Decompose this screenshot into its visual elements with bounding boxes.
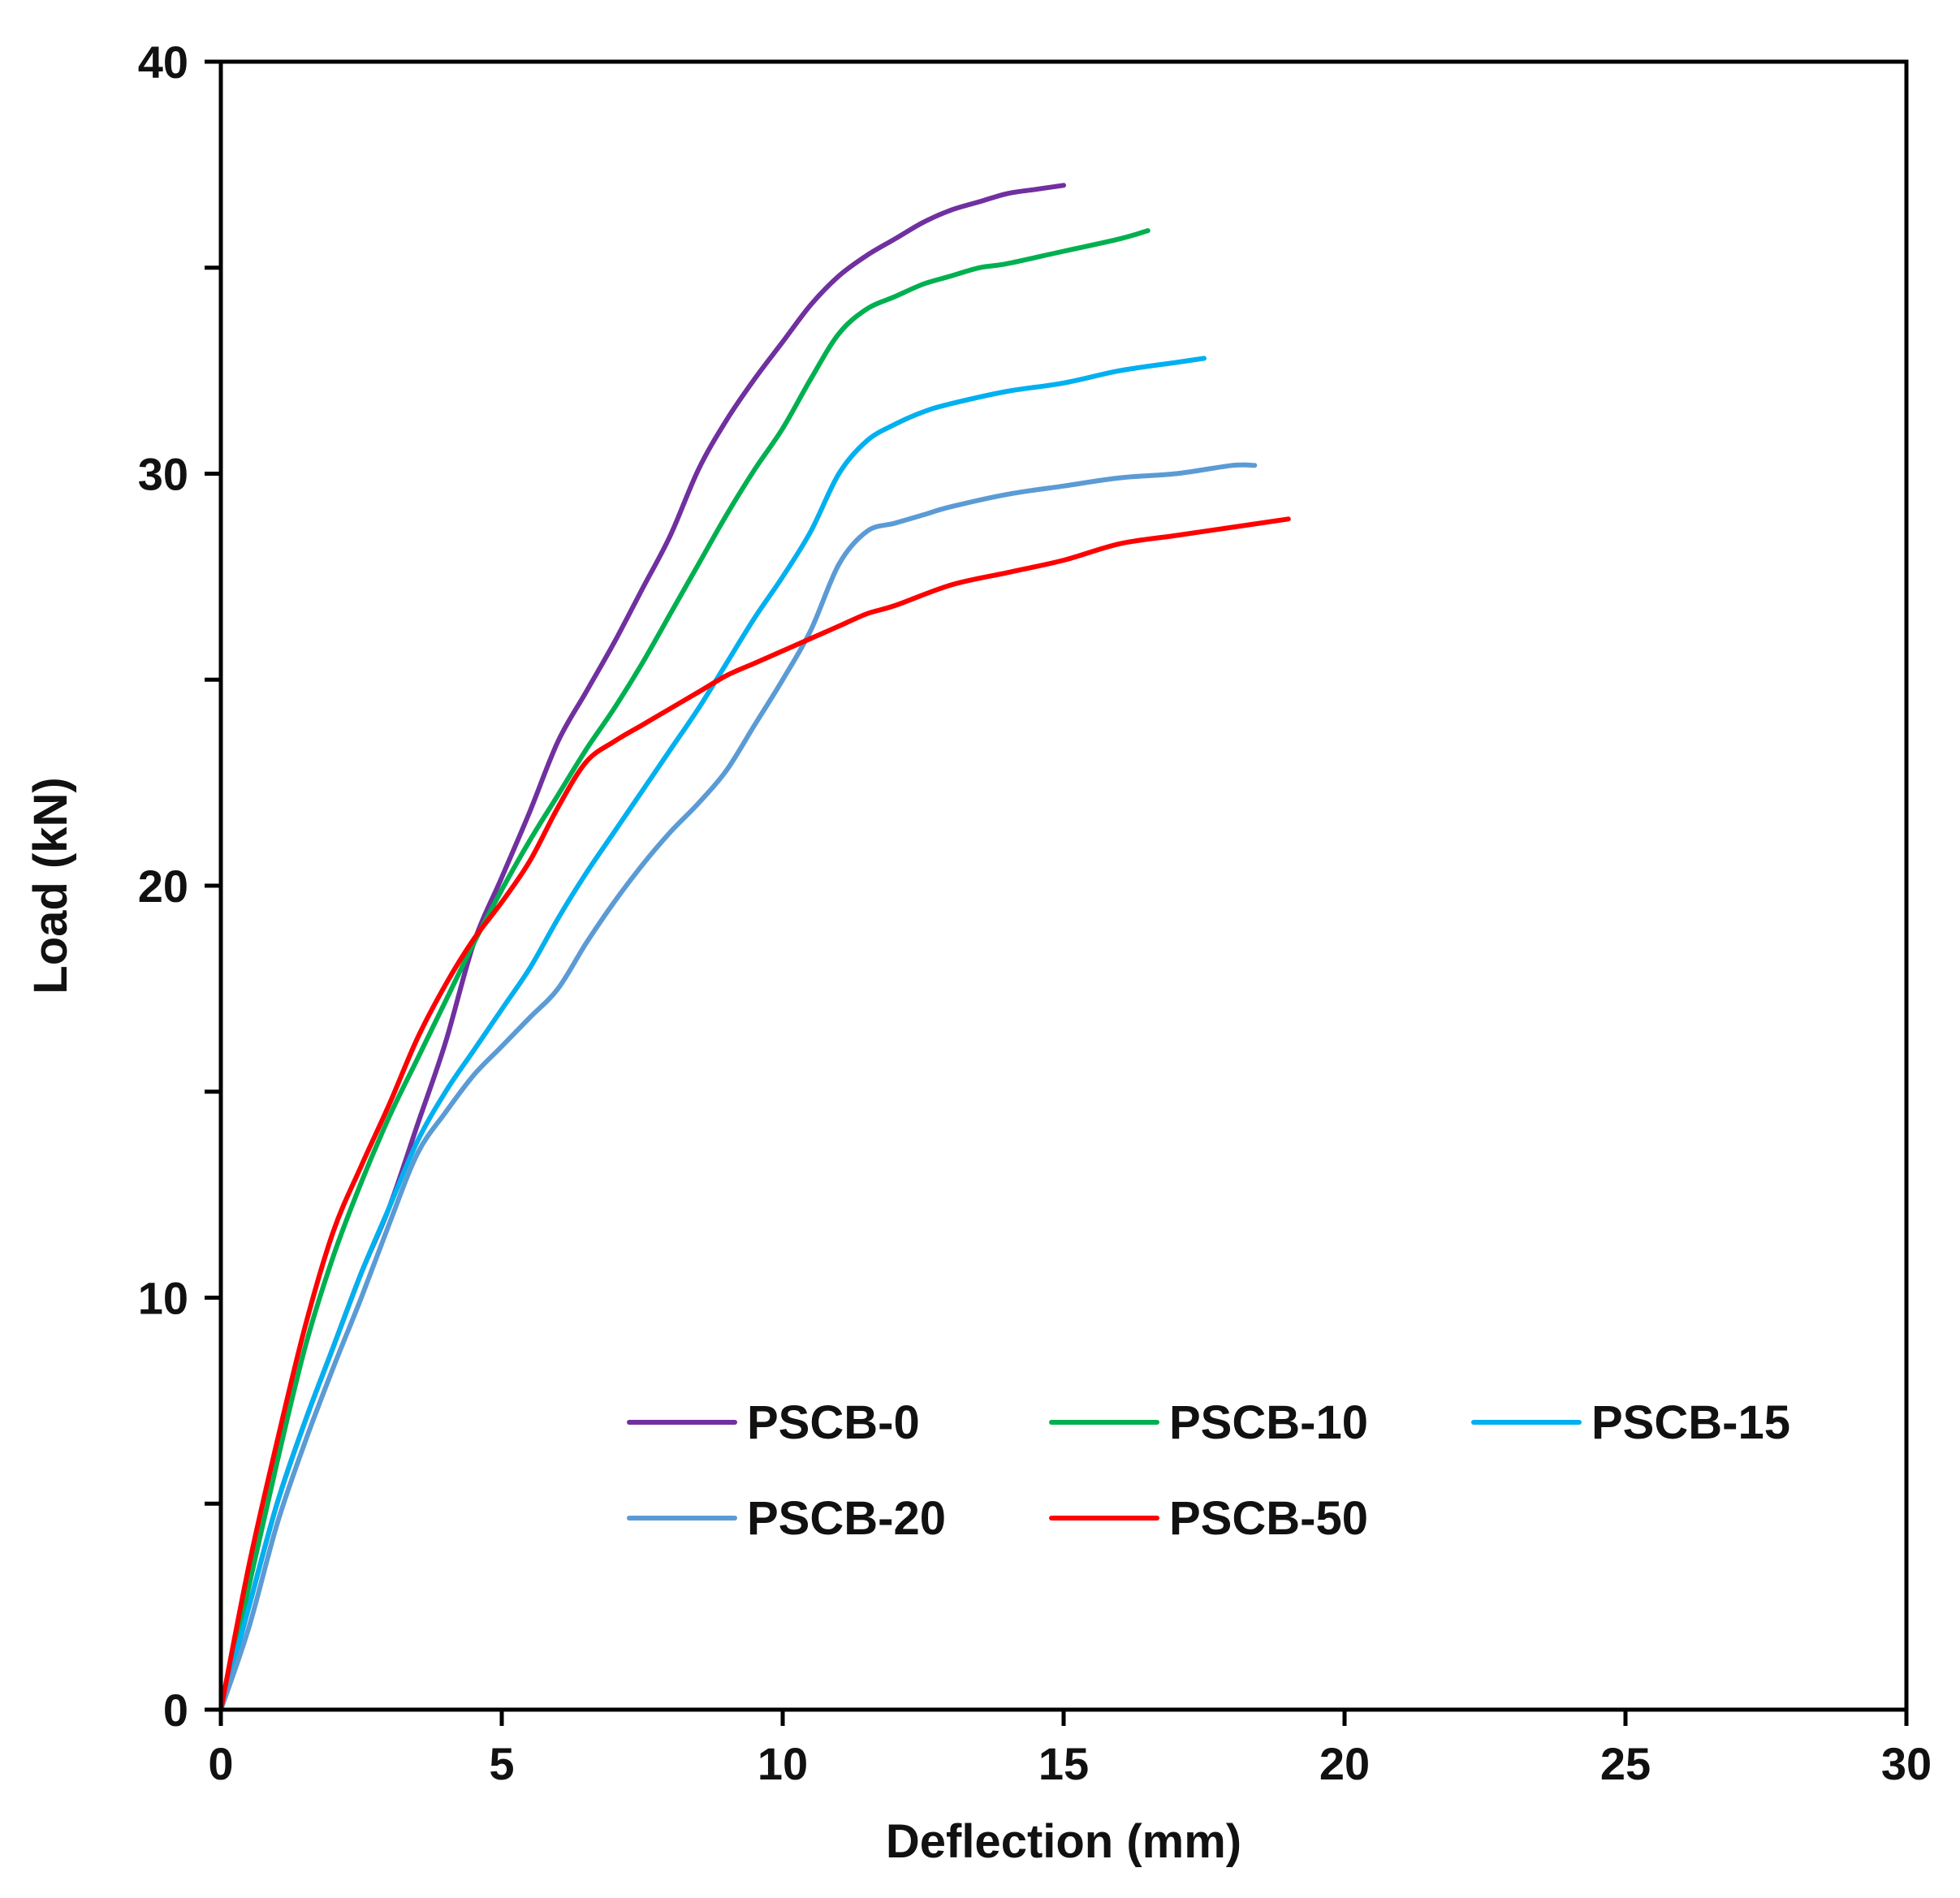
legend-label: PSCB-10 xyxy=(1169,1396,1368,1449)
series-layer xyxy=(218,183,1291,1712)
legend-label: PSCB-15 xyxy=(1591,1396,1790,1449)
legend-item-pscb-0: PSCB-0 xyxy=(627,1396,920,1449)
x-tick-label: 25 xyxy=(1600,1738,1651,1789)
legend-item-pscb-20: PSCB-20 xyxy=(627,1492,946,1545)
x-tick-label: 20 xyxy=(1319,1738,1370,1789)
series-line-pscb-20 xyxy=(218,462,1258,1712)
axes-layer: 0 5 10 15 20 25 30 0 10 20 30 40 xyxy=(138,37,1932,1789)
legend-label: PSCB-50 xyxy=(1169,1492,1368,1545)
x-axis-title: Deflection (mm) xyxy=(886,1815,1241,1868)
x-tick-label: 5 xyxy=(489,1738,514,1789)
legend-item-pscb-50: PSCB-50 xyxy=(1049,1492,1368,1545)
legend-label: PSCB-20 xyxy=(747,1492,946,1545)
x-tick-label: 0 xyxy=(208,1738,233,1789)
y-tick-label: 10 xyxy=(138,1273,188,1324)
y-tick-label: 40 xyxy=(138,37,188,88)
series-line-pscb-50 xyxy=(218,516,1291,1712)
x-tick-label: 30 xyxy=(1881,1738,1932,1789)
series-line-pscb-10 xyxy=(218,228,1151,1712)
legend-item-pscb-10: PSCB-10 xyxy=(1049,1396,1368,1449)
legend-item-pscb-15: PSCB-15 xyxy=(1471,1396,1790,1449)
x-tick-label: 10 xyxy=(758,1738,808,1789)
y-tick-label: 0 xyxy=(163,1684,188,1736)
y-axis-title: Load (kN) xyxy=(24,777,77,994)
legend: PSCB-0 PSCB-10 PSCB-15 PSCB-20 PSCB-50 xyxy=(627,1396,1790,1545)
y-tick-label: 20 xyxy=(138,861,188,912)
y-tick-label: 30 xyxy=(138,449,188,500)
series-line-pscb-15 xyxy=(218,356,1207,1712)
x-tick-label: 15 xyxy=(1038,1738,1089,1789)
legend-label: PSCB-0 xyxy=(747,1396,920,1449)
